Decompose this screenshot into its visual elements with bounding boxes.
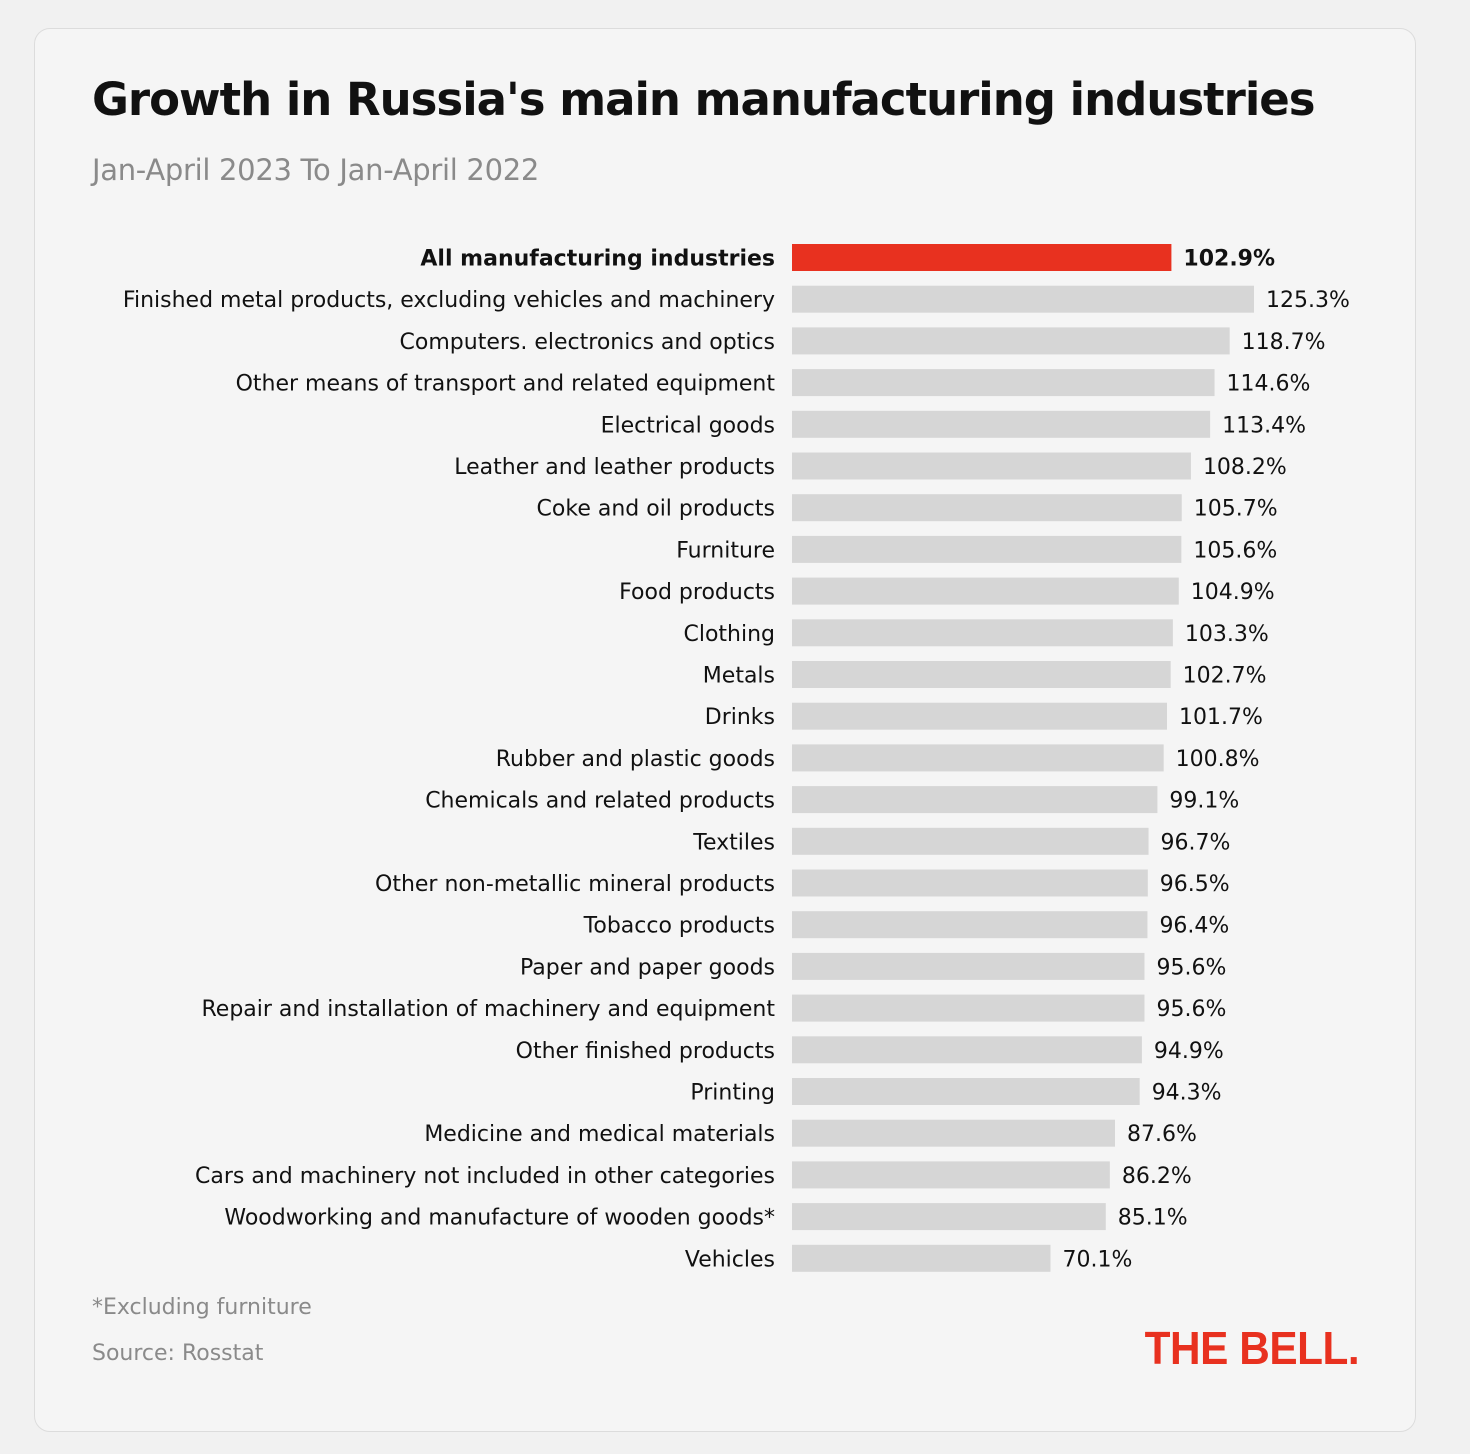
category-label-14: Textiles [692, 830, 775, 855]
category-label-7: Furniture [676, 538, 775, 563]
value-label-13: 99.1% [1169, 789, 1239, 814]
bar-1 [792, 285, 1254, 313]
bar-4 [792, 410, 1211, 438]
source-note: Source: Rosstat [92, 1341, 264, 1366]
category-label-17: Paper and paper goods [520, 955, 775, 980]
bar-19 [792, 1036, 1142, 1064]
bar-22 [792, 1161, 1110, 1189]
category-label-10: Metals [703, 664, 775, 689]
value-label-12: 100.8% [1176, 747, 1260, 772]
category-label-3: Other means of transport and related equ… [236, 372, 776, 397]
value-label-16: 96.4% [1159, 914, 1229, 939]
value-label-21: 87.6% [1127, 1122, 1197, 1147]
value-label-18: 95.6% [1156, 997, 1226, 1022]
value-label-23: 85.1% [1118, 1206, 1188, 1231]
bar-21 [792, 1119, 1115, 1147]
category-label-21: Medicine and medical materials [424, 1122, 775, 1147]
chart-title: Growth in Russia's main manufacturing in… [92, 73, 1316, 126]
bar-10 [792, 661, 1171, 688]
chart-card: Growth in Russia's main manufacturing in… [34, 28, 1416, 1432]
bar-0 [792, 244, 1172, 271]
bar-6 [792, 494, 1182, 522]
category-label-11: Drinks [705, 705, 775, 730]
category-label-18: Repair and installation of machinery and… [201, 997, 775, 1022]
category-label-5: Leather and leather products [454, 455, 775, 480]
value-label-5: 108.2% [1203, 455, 1287, 480]
value-label-11: 101.7% [1179, 705, 1263, 730]
value-label-6: 105.7% [1194, 497, 1278, 522]
value-label-1: 125.3% [1266, 288, 1350, 313]
bar-11 [792, 702, 1167, 730]
category-label-4: Electrical goods [601, 413, 775, 438]
value-label-14: 96.7% [1161, 830, 1231, 855]
value-label-7: 105.6% [1193, 538, 1277, 563]
bar-chart: All manufacturing industries 102.9% Finish… [123, 244, 1350, 1272]
category-label-19: Other finished products [516, 1039, 775, 1064]
bar-7 [792, 535, 1182, 563]
category-label-13: Chemicals and related products [425, 789, 775, 814]
value-label-24: 70.1% [1062, 1247, 1132, 1272]
value-label-17: 95.6% [1156, 955, 1226, 980]
value-label-2: 118.7% [1242, 330, 1326, 355]
bar-17 [792, 952, 1145, 980]
category-label-12: Rubber and plastic goods [496, 747, 775, 772]
category-label-2: Computers. electronics and optics [400, 330, 775, 355]
bar-9 [792, 619, 1173, 647]
category-label-8: Food products [619, 580, 775, 605]
value-label-10: 102.7% [1183, 664, 1267, 689]
category-label-20: Printing [690, 1081, 775, 1106]
category-label-1: Finished metal products, excluding vehic… [123, 288, 775, 313]
value-label-22: 86.2% [1122, 1164, 1192, 1189]
category-label-0: All manufacturing industries [420, 247, 775, 272]
value-label-19: 94.9% [1154, 1039, 1224, 1064]
category-label-16: Tobacco products [583, 914, 775, 939]
category-label-15: Other non-metallic mineral products [375, 872, 775, 897]
value-label-8: 104.9% [1191, 580, 1275, 605]
value-label-0: 102.9% [1183, 247, 1275, 272]
category-label-22: Cars and machinery not included in other… [195, 1164, 775, 1189]
category-label-6: Coke and oil products [537, 497, 775, 522]
bar-13 [792, 786, 1158, 814]
bar-24 [792, 1244, 1051, 1272]
bar-15 [792, 869, 1148, 897]
chart-subtitle: Jan-April 2023 To Jan-April 2022 [92, 153, 540, 187]
value-label-15: 96.5% [1160, 872, 1230, 897]
bar-2 [792, 327, 1230, 355]
bar-18 [792, 994, 1145, 1022]
bar-8 [792, 577, 1179, 605]
category-label-23: Woodworking and manufacture of wooden go… [224, 1206, 775, 1231]
value-label-9: 103.3% [1185, 622, 1269, 647]
category-label-9: Clothing [683, 622, 775, 647]
bar-23 [792, 1203, 1106, 1231]
category-label-24: Vehicles [685, 1247, 775, 1272]
bar-16 [792, 911, 1148, 939]
bar-14 [792, 827, 1149, 855]
the-bell-logo: THE BELL. [1144, 1322, 1359, 1374]
bar-12 [792, 744, 1164, 772]
footnote: *Excluding furniture [92, 1295, 312, 1320]
value-label-3: 114.6% [1227, 372, 1311, 397]
bar-5 [792, 452, 1191, 480]
bar-20 [792, 1078, 1140, 1105]
bar-3 [792, 369, 1215, 397]
value-label-4: 113.4% [1222, 413, 1306, 438]
value-label-20: 94.3% [1152, 1081, 1222, 1106]
